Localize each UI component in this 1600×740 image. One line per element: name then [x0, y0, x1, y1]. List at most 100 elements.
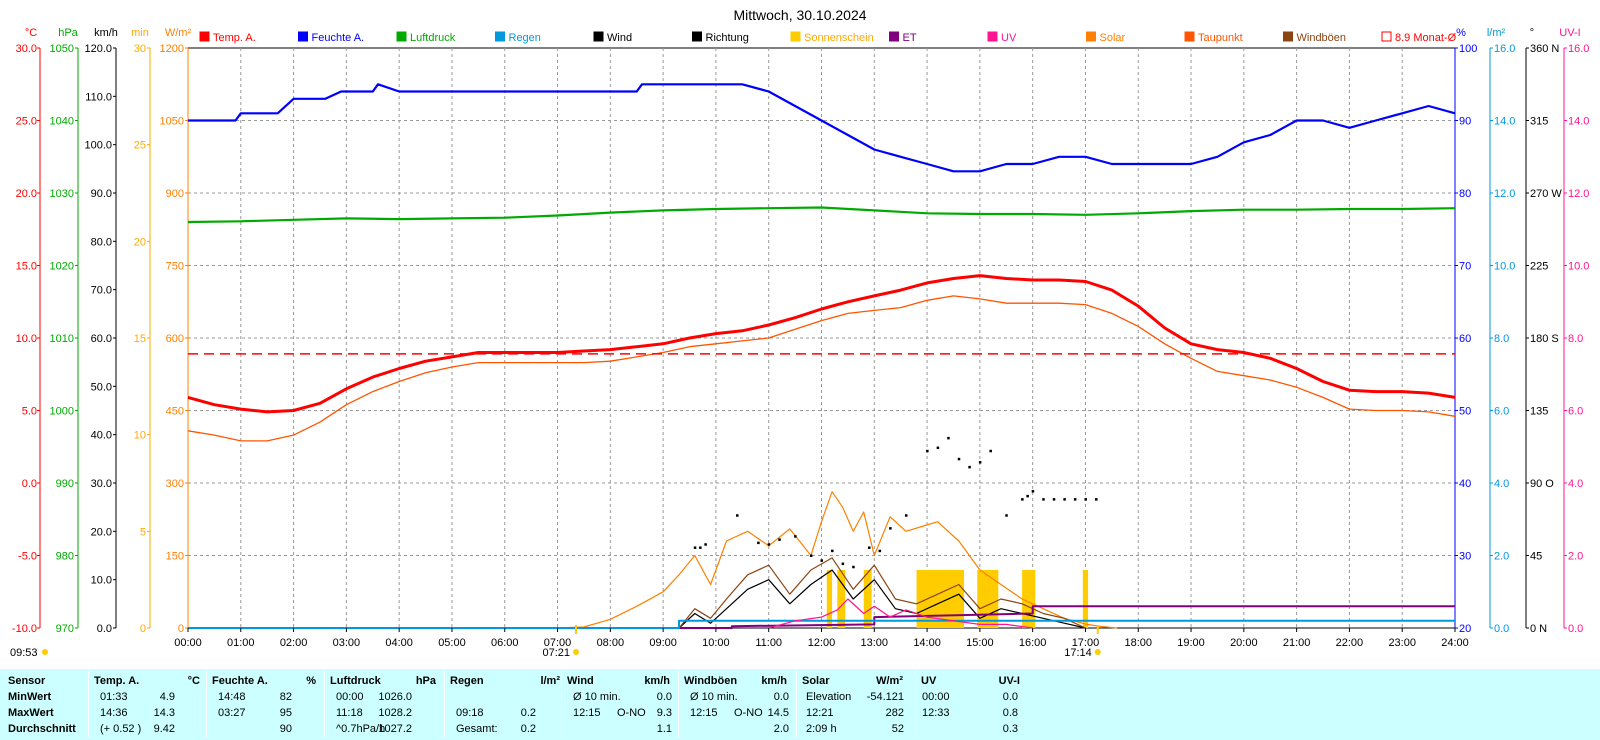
legend-label: Feuchte A. — [312, 32, 365, 44]
axis-tick-label-wind: 70.0 — [91, 285, 112, 297]
stats-unit-hum: % — [306, 675, 316, 687]
stats-uv-value-min: 0.0 — [1002, 691, 1018, 703]
direction-point — [704, 543, 707, 546]
x-tick-label: 24:00 — [1441, 637, 1469, 649]
stats-table: Sensor Temp. A. °C Feuchte A.% Luftdruck hPa R… — [0, 669, 1600, 740]
x-tick-label: 21:00 — [1283, 637, 1311, 649]
direction-point — [841, 562, 845, 566]
x-tick-label: 14:00 — [913, 637, 941, 649]
stats-header-rain: Regen — [450, 675, 484, 687]
axis-tick-label-wind: 30.0 — [91, 478, 112, 490]
direction-point — [936, 446, 940, 450]
axis-tick-label-solar: 150 — [166, 551, 184, 563]
direction-point — [693, 546, 697, 549]
axis-tick-label-humidity: 60 — [1459, 333, 1471, 345]
axes: -10.0 -5.0 0.0 5.0 10.0 15.0 20.0 25.0 30.0 °C 970… — [12, 27, 1590, 635]
x-tick-label: 10:00 — [702, 637, 730, 649]
stats-press-value-avg: 1027.2 — [378, 723, 412, 735]
direction-point — [989, 449, 992, 453]
axis-tick-label-temp: 0.0 — [22, 478, 37, 490]
axis-tick-label-rain: 8.0 — [1494, 333, 1509, 345]
direction-point — [757, 541, 760, 545]
filled-square-icon — [889, 31, 899, 42]
stats-hum-time-min: 14:48 — [218, 691, 246, 703]
grid — [187, 47, 1456, 629]
axis-tick-label-temp: 10.0 — [16, 333, 37, 345]
series-line-feuchte-a- — [188, 83, 1456, 173]
axis-tick-label-rain: 12.0 — [1494, 188, 1515, 200]
axis-tick-label-solar: 750 — [166, 261, 184, 273]
direction-point — [809, 554, 813, 557]
axis-tick-label-pressure: 1050 — [50, 43, 74, 55]
sun-icon — [573, 649, 580, 655]
stats-solar-time-min: Elevation — [806, 691, 852, 703]
axis-tick-label-wind: 60.0 — [91, 333, 112, 345]
x-tick-label: 16:00 — [1019, 637, 1047, 649]
stats-temp-value-avg: 9.42 — [153, 723, 175, 735]
direction-point — [1042, 498, 1045, 501]
axis-tick-label-pressure: 1040 — [50, 116, 74, 128]
direction-point — [1005, 514, 1008, 517]
direction-point — [736, 514, 739, 517]
x-axis: 00:00 01:00 02:00 03:00 04:00 05:00 06:00 07:00… — [10, 625, 1469, 659]
axis-tick-label-pressure: 980 — [56, 551, 74, 563]
stats-header-hum: Feuchte A. — [212, 675, 268, 687]
x-tick-label: 12:00 — [808, 637, 836, 649]
stats-solar-value-avg: 52 — [891, 723, 904, 735]
axis-unit-solar: W/m² — [165, 27, 192, 39]
sunshine-bar — [1082, 570, 1089, 628]
stats-column-separator — [678, 671, 679, 737]
axis-tick-label-temp: 5.0 — [22, 406, 37, 418]
axis-tick-label-wind: 120.0 — [84, 43, 112, 55]
axis-tick-label-uv: 0.0 — [1568, 623, 1583, 635]
stats-column-separator — [915, 671, 916, 737]
x-tick-label: 22:00 — [1336, 637, 1364, 649]
stats-press-value-max: 1028.2 — [378, 707, 412, 719]
axis-tick-label-uv: 6.0 — [1568, 406, 1583, 418]
axis-tick-label-uv: 4.0 — [1568, 478, 1583, 490]
axis-tick-label-rain: 2.0 — [1494, 551, 1509, 563]
stats-header-gust: Windböen — [684, 675, 738, 687]
direction-point — [957, 457, 961, 461]
axis-tick-label-wind: 110.0 — [85, 91, 112, 103]
axis-tick-label-wind: 40.0 — [91, 430, 112, 442]
sunshine-bar — [837, 570, 846, 628]
series-line-windb-en — [678, 557, 1086, 629]
stats-unit-press: hPa — [415, 675, 436, 687]
stats-solar-time-max: 12:21 — [806, 707, 834, 719]
stats-wind-value-avg: 1.1 — [656, 723, 672, 735]
stats-column-separator — [796, 671, 797, 737]
axis-unit-uv: UV-I — [1559, 27, 1580, 39]
legend-label: 8.9 Monat-Ø — [1395, 32, 1457, 44]
x-tick-label: 19:00 — [1177, 637, 1205, 649]
axis-tick-label-solar: 600 — [166, 333, 184, 345]
stats-solar-value-min: -54.121 — [866, 691, 904, 703]
stats-wind-value-max: 9.3 — [656, 707, 672, 719]
axis-tick-label-humidity: 30 — [1459, 551, 1471, 563]
stats-unit-gust: km/h — [761, 675, 787, 687]
series-line-uv — [768, 598, 1033, 629]
stats-solar-value-max: 282 — [885, 707, 904, 719]
axis-tick-label-rain: 0.0 — [1494, 623, 1509, 635]
direction-point — [1052, 498, 1056, 501]
x-tick-label: 03:00 — [333, 637, 361, 649]
axis-tick-label-wind: 0.0 — [97, 623, 112, 635]
chart-title: Mittwoch, 30.10.2024 — [733, 7, 866, 23]
series-line-et — [679, 605, 1455, 629]
series-line-wind — [678, 569, 1086, 629]
sunshine-bar — [916, 570, 965, 628]
stats-unit-uv: UV-I — [998, 675, 1020, 687]
x-tick-label: 01:00 — [227, 637, 255, 649]
axis-tick-label-wind: 10.0 — [91, 575, 112, 587]
axis-tick-label-direction: 315 — [1530, 116, 1548, 128]
stats-temp-value-min: 4.9 — [159, 691, 175, 703]
stats-row-label-min: MinWert — [8, 691, 52, 703]
direction-point — [878, 549, 882, 553]
direction-point — [1021, 498, 1024, 501]
stats-rain-value-max: 0.2 — [520, 707, 536, 719]
filled-square-icon — [593, 31, 604, 42]
x-tick-label: 20:00 — [1230, 637, 1258, 649]
axis-tick-label-temp: -5.0 — [18, 551, 37, 563]
x-tick-label: 06:00 — [491, 637, 519, 649]
axis-tick-label-humidity: 20 — [1459, 623, 1471, 635]
